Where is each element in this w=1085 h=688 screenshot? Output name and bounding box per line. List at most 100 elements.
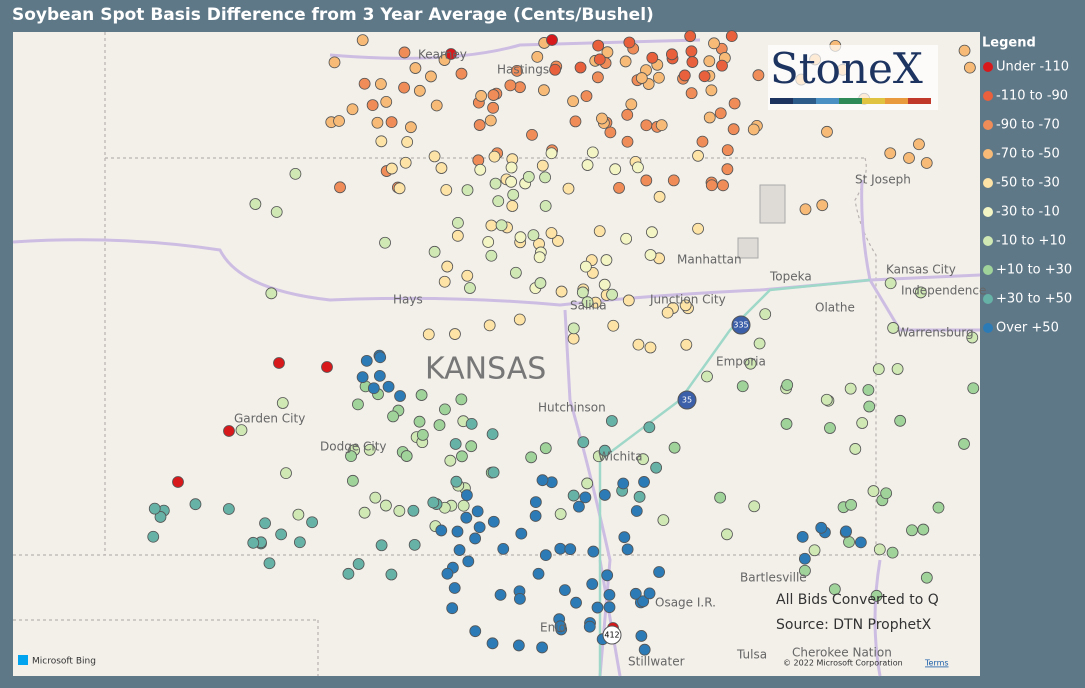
marker [559, 584, 571, 597]
marker [441, 567, 454, 580]
legend-label: -110 to -90 [996, 89, 1068, 104]
marker [292, 508, 305, 521]
marker [525, 451, 538, 464]
marker [621, 135, 634, 148]
parks [737, 184, 786, 259]
marker [358, 77, 371, 90]
marker [552, 235, 564, 247]
marker [509, 266, 522, 279]
marker [445, 48, 457, 60]
marker [554, 508, 567, 520]
marker [863, 400, 876, 413]
terms-link[interactable]: Terms [924, 659, 949, 668]
marker [692, 149, 704, 162]
state-borders [13, 32, 980, 676]
marker [686, 56, 699, 68]
marker [576, 286, 589, 299]
marker [536, 159, 549, 172]
marker [474, 163, 487, 176]
legend-swatch [983, 207, 993, 217]
marker [513, 313, 526, 326]
marker [637, 453, 649, 466]
marker [367, 382, 380, 395]
marker [873, 543, 886, 556]
marker [495, 219, 508, 232]
marker [482, 236, 495, 248]
city-label: Hays [393, 293, 423, 307]
city-label: Bartlesville [740, 571, 807, 585]
marker [435, 162, 448, 174]
marker [433, 419, 446, 432]
marker [854, 536, 867, 549]
marker [653, 566, 665, 578]
marker [620, 232, 633, 245]
marker [573, 500, 585, 513]
marker [455, 393, 468, 406]
marker [586, 146, 599, 159]
marker [451, 525, 464, 538]
marker [428, 245, 441, 258]
legend-label: -70 to -50 [996, 147, 1060, 162]
marker [360, 354, 373, 367]
marker [507, 188, 520, 201]
marker [891, 363, 904, 375]
marker [464, 282, 476, 294]
marker [380, 499, 392, 512]
marker [380, 96, 393, 108]
marker [821, 125, 833, 138]
marker [680, 338, 693, 351]
marker [596, 112, 608, 125]
marker [328, 56, 341, 69]
marker [567, 332, 580, 345]
marker [598, 489, 611, 501]
marker [385, 568, 398, 581]
marker [352, 558, 365, 570]
marker [452, 216, 464, 229]
marker [438, 275, 451, 288]
marker [555, 285, 568, 298]
marker [609, 163, 622, 176]
marker [460, 511, 473, 524]
marker [385, 116, 398, 128]
marker [375, 135, 388, 148]
marker [505, 175, 518, 188]
marker [581, 159, 594, 171]
marker [880, 487, 893, 500]
marker [549, 63, 561, 76]
marker [703, 55, 716, 68]
marker [569, 115, 582, 128]
marker [591, 71, 604, 84]
marker [601, 569, 614, 582]
marker [646, 51, 659, 64]
marker [457, 499, 470, 512]
legend-swatch [983, 91, 993, 101]
marker [816, 199, 829, 212]
marker [539, 442, 552, 455]
marker [618, 531, 631, 544]
attribution: Microsoft Bing [32, 657, 96, 667]
marker [453, 544, 466, 556]
marker [529, 510, 542, 522]
marker [492, 195, 505, 208]
logo: StoneX [768, 44, 938, 110]
legend-label: -50 to -30 [996, 176, 1060, 191]
marker [862, 384, 875, 396]
marker [598, 278, 611, 291]
shield-label: 335 [733, 321, 748, 330]
marker [539, 200, 552, 212]
legend-swatch [983, 265, 993, 275]
marker [450, 475, 463, 488]
marker [385, 162, 398, 175]
marker [393, 505, 406, 517]
marker [346, 474, 359, 487]
marker [593, 53, 606, 66]
map-area [13, 32, 980, 676]
marker [721, 163, 734, 176]
marker [623, 36, 636, 49]
marker [273, 357, 285, 369]
marker [592, 39, 605, 52]
marker [408, 538, 421, 551]
marker [747, 123, 760, 136]
marker [427, 496, 440, 509]
